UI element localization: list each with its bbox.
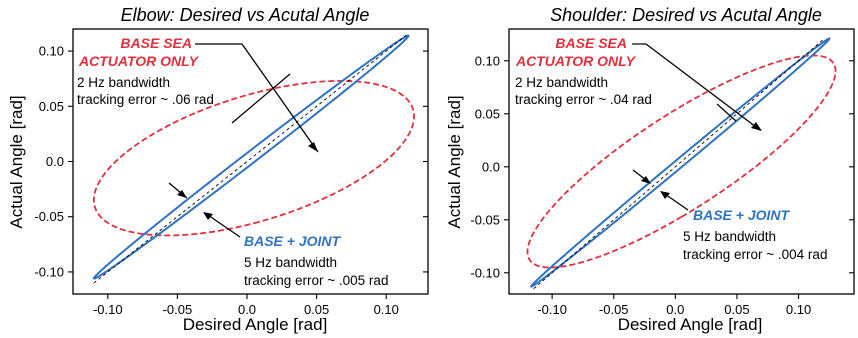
shoulder-title: Shoulder: Desired vs Acutal Angle	[550, 5, 822, 25]
shoulder-red-label-1: BASE SEA	[555, 35, 627, 51]
elbow-blue-label: BASE + JOINT	[244, 233, 342, 249]
shoulder-x-tick-label: -0.10	[537, 302, 567, 317]
elbow-y-tick-label: -0.10	[34, 264, 64, 279]
shoulder-x-tick-label: 0.05	[724, 302, 749, 317]
elbow-series-base-joint	[92, 34, 410, 280]
elbow-title: Elbow: Desired vs Acutal Angle	[121, 5, 370, 25]
shoulder-x-tick-label: -0.05	[599, 302, 629, 317]
elbow-blue-error: tracking error ~ .005 rad	[244, 273, 388, 288]
shoulder-y-ticks: -0.10 -0.05 0.0 0.05 0.10	[470, 53, 854, 280]
elbow-y-axis-label: Actual Angle [rad]	[7, 95, 26, 228]
shoulder-blue-tick-arrowhead	[641, 176, 651, 184]
elbow-panel: Elbow: Desired vs Acutal Angle -0.10 -0.0…	[7, 5, 429, 334]
shoulder-blue-error: tracking error ~ .004 rad	[683, 247, 827, 262]
elbow-red-bandwidth: 2 Hz bandwidth	[77, 75, 170, 90]
shoulder-x-tick-label: 0.10	[786, 302, 811, 317]
elbow-blue-tick-arrowhead	[177, 190, 187, 198]
shoulder-x-axis-label: Desired Angle [rad]	[618, 315, 763, 334]
shoulder-red-bandwidth: 2 Hz bandwidth	[515, 75, 608, 90]
shoulder-series-base-joint	[530, 37, 831, 288]
elbow-plot-area	[92, 34, 415, 284]
elbow-blue-bandwidth: 5 Hz bandwidth	[244, 255, 337, 270]
shoulder-axes-frame	[508, 28, 855, 295]
shoulder-red-error: tracking error ~ .04 rad	[515, 92, 652, 107]
elbow-x-tick-label: 0.0	[238, 302, 256, 317]
shoulder-red-arrowhead	[751, 122, 762, 131]
elbow-y-tick-label: 0.05	[39, 99, 64, 114]
shoulder-red-tick-line	[716, 103, 737, 122]
shoulder-red-label-2: ACTUATOR ONLY	[515, 53, 637, 69]
shoulder-y-tick-label: -0.10	[470, 265, 500, 280]
shoulder-plot-area	[526, 37, 837, 290]
shoulder-series-reference	[533, 39, 824, 290]
elbow-red-arrow	[241, 43, 319, 153]
elbow-y-tick-label: 0.10	[39, 44, 64, 59]
elbow-x-tick-label: -0.10	[93, 302, 123, 317]
elbow-red-arrowhead	[308, 142, 318, 152]
elbow-red-error: tracking error ~ .06 rad	[77, 92, 214, 107]
shoulder-y-tick-label: 0.05	[475, 106, 500, 121]
elbow-x-tick-label: 0.10	[374, 302, 399, 317]
shoulder-blue-arrowhead	[660, 191, 670, 199]
shoulder-panel: Shoulder: Desired vs Acutal Angle -0.10-…	[445, 5, 855, 334]
elbow-x-axis-label: Desired Angle [rad]	[183, 315, 328, 334]
shoulder-y-tick-label: -0.05	[470, 212, 500, 227]
elbow-y-ticks: -0.10 -0.05 0.0 0.05 0.10	[34, 44, 428, 279]
elbow-y-tick-label: 0.0	[46, 154, 64, 169]
elbow-blue-arrowhead	[203, 212, 213, 220]
shoulder-y-tick-label: 0.0	[482, 159, 500, 174]
shoulder-y-tick-label: 0.10	[475, 53, 500, 68]
elbow-series-base-sea-actuator-only	[92, 79, 415, 237]
shoulder-blue-label: BASE + JOINT	[693, 207, 791, 223]
elbow-y-tick-label: -0.05	[34, 209, 64, 224]
elbow-red-label-1: BASE SEA	[120, 35, 192, 51]
elbow-blue-arrow	[204, 212, 241, 238]
shoulder-red-arrow	[645, 43, 761, 131]
elbow-series-reference	[93, 34, 408, 284]
shoulder-x-ticks: -0.10 -0.05 0.0 0.05 0.10	[537, 294, 811, 317]
shoulder-y-axis-label: Actual Angle [rad]	[445, 95, 464, 228]
elbow-x-ticks: -0.10 -0.05 0.0 0.05 0.10	[93, 294, 399, 317]
shoulder-blue-bandwidth: 5 Hz bandwidth	[683, 229, 776, 244]
elbow-red-label-2: ACTUATOR ONLY	[78, 53, 200, 69]
elbow-red-tick-line	[231, 73, 291, 124]
elbow-x-tick-label: 0.05	[304, 302, 329, 317]
elbow-x-tick-label: -0.05	[163, 302, 193, 317]
shoulder-x-tick-label: 0.0	[666, 302, 684, 317]
shoulder-series-base-sea-actuator-only	[526, 54, 837, 269]
